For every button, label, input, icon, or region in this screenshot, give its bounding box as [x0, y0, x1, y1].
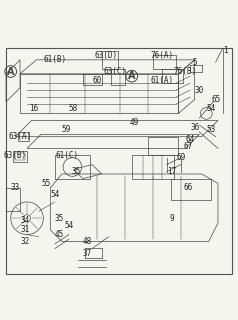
Text: 64: 64	[185, 134, 195, 144]
Text: 54: 54	[50, 190, 60, 199]
Bar	[55, 155, 90, 179]
Text: 67: 67	[183, 141, 192, 150]
Bar	[148, 137, 178, 155]
Bar	[153, 55, 176, 69]
Bar	[162, 69, 183, 83]
Text: 59: 59	[62, 125, 71, 134]
Text: 76(A): 76(A)	[150, 51, 174, 60]
Bar	[111, 69, 125, 85]
Text: 35: 35	[71, 167, 80, 176]
Text: 55: 55	[41, 179, 50, 188]
Text: 17: 17	[167, 167, 176, 176]
Text: 33: 33	[11, 183, 20, 192]
Bar	[171, 179, 211, 200]
Text: 54: 54	[206, 104, 216, 113]
Text: 1: 1	[223, 46, 227, 55]
Text: 61(C): 61(C)	[55, 151, 78, 160]
Bar	[6, 188, 20, 211]
Text: 35: 35	[55, 214, 64, 223]
Text: A: A	[7, 67, 15, 76]
Text: 45: 45	[55, 230, 64, 239]
Text: 65: 65	[211, 95, 220, 104]
Text: 32: 32	[20, 237, 29, 246]
Text: 34: 34	[20, 216, 29, 225]
Text: 61(A): 61(A)	[150, 76, 174, 85]
Text: 58: 58	[69, 104, 78, 113]
Text: 48: 48	[83, 237, 92, 246]
Bar	[15, 153, 25, 160]
Text: 63(A): 63(A)	[9, 132, 32, 141]
Bar	[83, 74, 102, 85]
Bar	[132, 155, 174, 179]
Text: 30: 30	[195, 86, 204, 95]
Text: 54: 54	[64, 221, 74, 230]
Text: 69: 69	[176, 153, 185, 162]
Bar	[18, 132, 29, 141]
Text: 37: 37	[83, 249, 92, 258]
Text: 9: 9	[169, 214, 174, 223]
Text: A: A	[128, 71, 136, 81]
Text: 36: 36	[190, 123, 199, 132]
Text: 5: 5	[192, 58, 197, 67]
Bar	[13, 151, 27, 162]
Text: 31: 31	[20, 225, 29, 234]
Text: 49: 49	[129, 118, 139, 127]
Text: 16: 16	[29, 104, 39, 113]
Text: 61(B): 61(B)	[43, 55, 67, 64]
Text: 63(D): 63(D)	[95, 51, 118, 60]
Bar	[102, 51, 118, 69]
Text: 60: 60	[92, 76, 101, 85]
Text: 66: 66	[183, 183, 192, 192]
Text: 63(C): 63(C)	[104, 67, 127, 76]
Text: 53: 53	[206, 125, 216, 134]
Text: 63(B): 63(B)	[4, 151, 27, 160]
Text: 76(B): 76(B)	[174, 67, 197, 76]
